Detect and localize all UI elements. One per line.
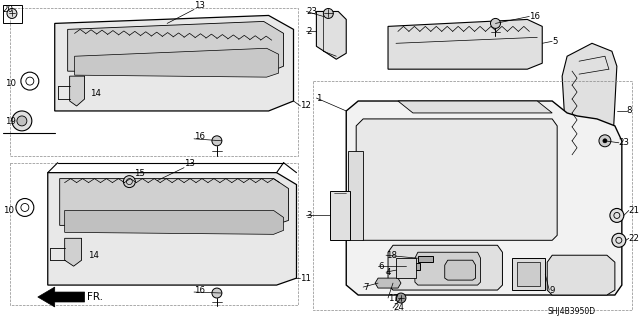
Text: 16: 16 (529, 12, 540, 21)
Text: 11: 11 (300, 274, 312, 283)
Text: 20: 20 (2, 5, 13, 14)
Circle shape (610, 208, 624, 222)
Text: 14: 14 (88, 251, 99, 260)
Text: 15: 15 (134, 169, 145, 178)
Polygon shape (70, 76, 84, 106)
Polygon shape (330, 190, 350, 240)
Circle shape (212, 136, 222, 146)
Polygon shape (517, 262, 540, 286)
Text: 6: 6 (378, 262, 383, 271)
Polygon shape (418, 256, 433, 262)
Text: 9: 9 (549, 286, 555, 294)
Polygon shape (513, 258, 545, 290)
Polygon shape (60, 179, 289, 226)
Circle shape (612, 233, 626, 247)
Text: 16: 16 (194, 132, 205, 141)
Polygon shape (415, 252, 481, 285)
Text: 19: 19 (5, 117, 16, 126)
Polygon shape (346, 101, 622, 295)
Circle shape (490, 19, 500, 28)
Polygon shape (316, 11, 346, 59)
Text: 3: 3 (307, 211, 312, 220)
Text: 23: 23 (619, 138, 630, 147)
Polygon shape (55, 15, 294, 111)
Text: SHJ4B3950D: SHJ4B3950D (547, 308, 595, 316)
Text: 14: 14 (90, 89, 100, 98)
Polygon shape (388, 19, 542, 69)
Polygon shape (562, 43, 617, 169)
Text: 2: 2 (307, 27, 312, 36)
Polygon shape (445, 260, 476, 280)
Text: 5: 5 (552, 37, 557, 46)
Circle shape (603, 139, 607, 143)
Text: 7: 7 (363, 283, 369, 292)
Text: FR.: FR. (86, 292, 102, 302)
Text: 10: 10 (3, 206, 14, 215)
Text: 12: 12 (300, 101, 312, 110)
Polygon shape (65, 211, 284, 234)
Text: 13: 13 (194, 1, 205, 10)
Polygon shape (375, 278, 401, 288)
Polygon shape (348, 151, 363, 240)
Text: 22: 22 (629, 234, 640, 243)
Circle shape (599, 135, 611, 147)
Polygon shape (75, 48, 278, 77)
Text: 24: 24 (393, 303, 404, 312)
Circle shape (12, 111, 32, 131)
Circle shape (212, 288, 222, 298)
Polygon shape (68, 21, 284, 73)
Text: 17: 17 (388, 293, 399, 302)
Polygon shape (398, 101, 552, 113)
Polygon shape (547, 255, 615, 295)
Circle shape (17, 116, 27, 126)
Text: 21: 21 (629, 206, 640, 215)
Text: 10: 10 (5, 78, 16, 88)
Circle shape (323, 9, 333, 19)
Text: 16: 16 (194, 286, 205, 294)
Text: 23: 23 (307, 7, 317, 16)
Circle shape (396, 293, 406, 303)
Polygon shape (406, 263, 420, 270)
Polygon shape (356, 119, 557, 240)
Text: 1: 1 (316, 93, 322, 102)
Circle shape (124, 176, 135, 188)
Polygon shape (396, 258, 416, 278)
Text: 8: 8 (627, 107, 632, 115)
Polygon shape (388, 245, 502, 290)
Polygon shape (38, 287, 84, 307)
Circle shape (7, 9, 17, 19)
Polygon shape (48, 173, 296, 285)
Text: 4: 4 (386, 268, 392, 277)
Text: 18: 18 (386, 251, 397, 260)
Text: 13: 13 (184, 159, 195, 168)
Polygon shape (65, 238, 81, 266)
